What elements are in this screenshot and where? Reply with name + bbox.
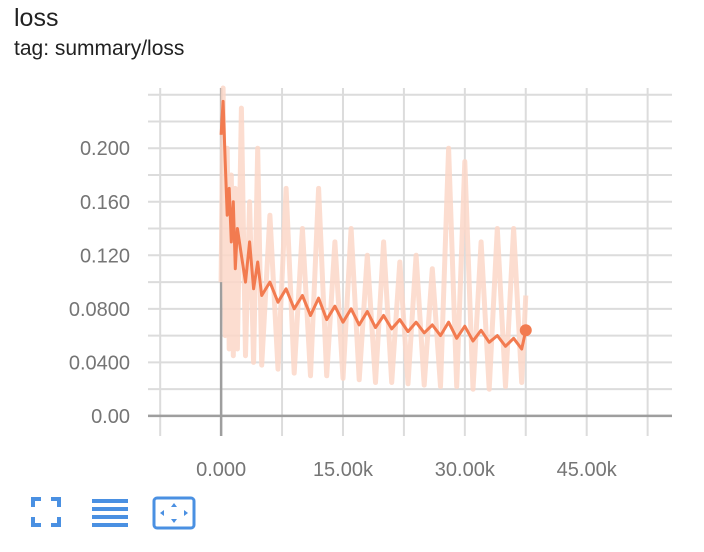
last-point-marker [519,324,532,337]
fullscreen-icon [31,497,61,527]
y-tick-label: 0.00 [91,406,130,428]
toggle-log-list-button[interactable] [91,496,129,533]
fullscreen-button[interactable] [30,496,62,533]
x-tick-label: 30.00k [435,459,496,481]
raw-loss-line [218,85,529,392]
x-tick-label: 15.00k [313,459,374,481]
y-tick-label: 0.0800 [69,299,130,321]
fit-domain-icon [152,496,196,530]
y-tick-label: 0.160 [80,192,130,214]
y-tick-label: 0.120 [80,245,130,267]
list-icon [92,499,128,527]
x-tick-label: 45.00k [557,459,618,481]
chart-title: loss [14,4,59,32]
smoothed-loss-line [219,99,528,351]
fit-domain-button[interactable] [152,496,196,537]
y-tick-label: 0.200 [80,138,130,160]
x-tick-label: 0.000 [196,459,246,481]
y-tick-label: 0.0400 [69,352,130,374]
chart-tag: tag: summary/loss [14,37,185,60]
